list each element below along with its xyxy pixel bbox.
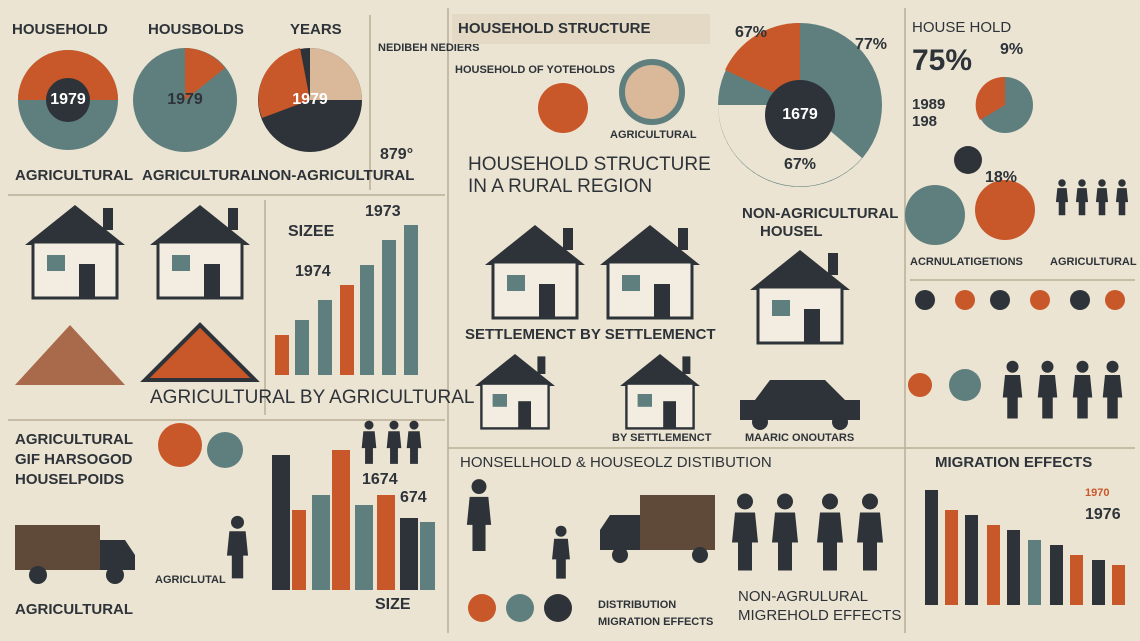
hub [954,146,982,174]
roof [15,325,125,385]
settlement: SETTLEMENCT BY SETTLEMENCT [465,326,716,343]
pie-top: 77% [855,36,887,53]
pie [538,83,588,133]
pie [975,180,1035,240]
heading: AGRICULTURAL [15,431,133,448]
side-label: NEDIBEH NEDIERS [378,42,479,54]
house-label: HOUSEL [760,223,823,240]
van [600,495,715,563]
icon-caption: AGRICLUTAL [155,574,226,586]
side-caption: MAARIC ONOUTARS [745,432,854,444]
title: HOUSEHOLD STRUCTURE [458,20,651,37]
house-label: NON-AGRICULTURAL [742,205,898,222]
pie-corner: 67% [735,24,767,41]
header: YEARS [290,21,342,38]
year: 1973 [365,203,401,220]
subtitle: HOUSEHOLD OF YOTEHOLDS [455,64,615,76]
caption: DISTRIBUTION [598,599,676,611]
people-row [908,179,1129,419]
heading: HOUSELPOIDS [15,471,124,488]
heading: GIF HARSOGOD [15,451,133,468]
bars [272,450,435,590]
header: HOUSEHOLD [12,21,108,38]
by-settlement: BY SETTLEMENCT [612,432,712,444]
header: HOUSBOLDS [148,21,244,38]
bars [925,490,1125,605]
pie [905,185,965,245]
pies [18,48,362,152]
pie-center: 1979 [167,91,203,108]
caption: AGRICULTURAL [15,601,133,618]
pie-center: 1679 [782,106,818,123]
target [619,59,685,125]
caption: MIGRATION EFFECTS [598,616,713,628]
big-percent: 75% [912,44,972,77]
pie-label: 67% [784,156,816,173]
icons [468,594,572,622]
gear [158,423,202,467]
heading: HOUSEHOLD STRUCTURE [468,154,711,175]
pie-note: 18% [985,169,1017,186]
distribution: HONSELLHOLD & HOUSEOLZ DISTIBUTION [460,454,772,471]
title: HOUSE HOLD [912,19,1011,36]
tag: 1970 [1085,487,1109,499]
heading: IN A RURAL REGION [468,176,652,197]
size-label: SIZEE [288,223,335,240]
year: 1976 [1085,506,1121,523]
gear [207,432,243,468]
caption: NON-AGRICULTURAL [258,167,414,184]
title: MIGRATION EFFECTS [935,454,1092,471]
number: 1674 [362,471,398,488]
caption: AGRICULTURAL [15,167,133,184]
car [740,380,860,430]
big-pie [718,22,882,187]
pie-center: 1979 [292,91,328,108]
caption: MIGREHOLD EFFECTS [738,607,901,624]
truck [15,525,135,584]
title-box [452,14,710,44]
caption: NON-AGRULURAL [738,588,868,605]
dividers [8,8,1135,633]
year: 198 [912,113,937,130]
small-label: AGRICULTURAL [610,129,697,141]
caption: AGRICULTURAL [142,167,260,184]
size: SIZE [375,596,411,613]
side-number: 879° [380,146,413,163]
small-percent: 9% [1000,41,1023,58]
number: 674 [400,489,427,506]
pie-slice [975,76,1005,120]
caption: ACRNULATIGETIONS [910,256,1023,268]
roof [140,322,260,382]
year: 1974 [295,263,331,280]
year: 1989 [912,96,945,113]
caption: AGRICULTURAL BY AGRICULTURAL [150,387,474,408]
bars [275,225,418,375]
pie-center: 1979 [50,91,86,108]
caption: AGRICULTURAL [1050,256,1137,268]
